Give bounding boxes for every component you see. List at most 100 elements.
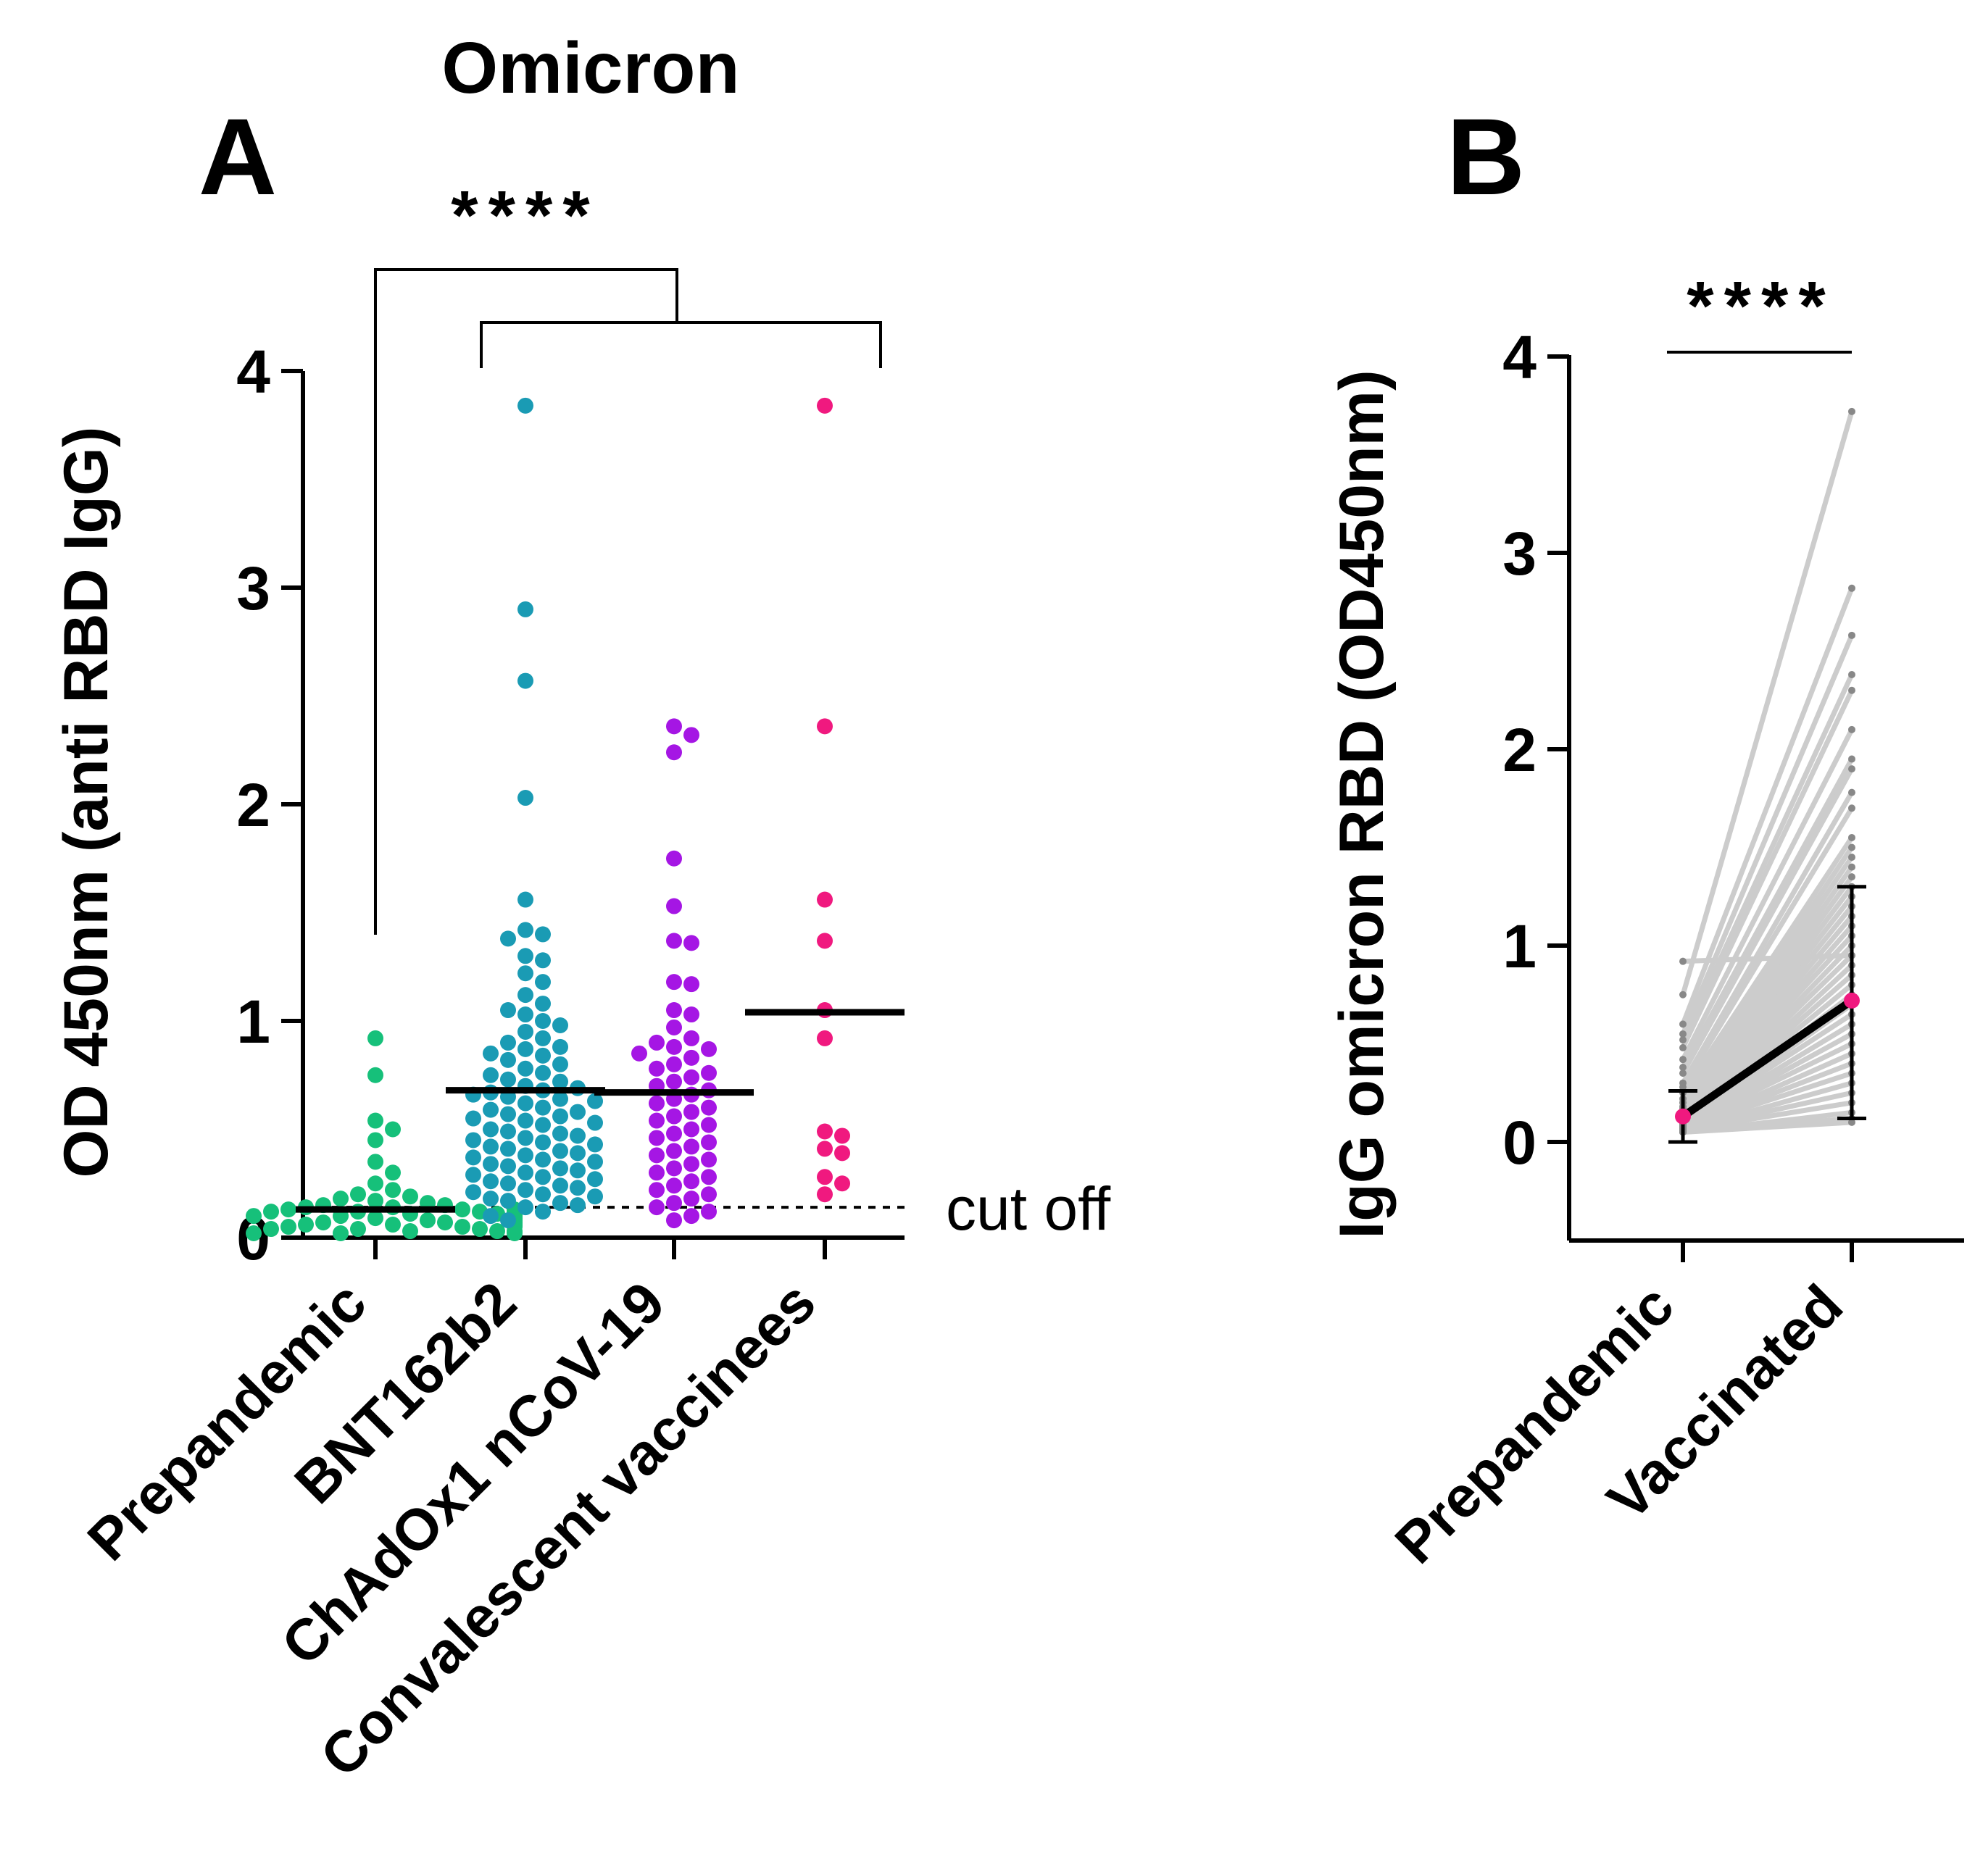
data-point (683, 976, 699, 993)
data-point (517, 922, 533, 938)
data-point (587, 1136, 603, 1153)
data-point (666, 898, 682, 914)
data-point (517, 1147, 533, 1164)
data-point (683, 935, 699, 951)
data-point (666, 1195, 682, 1212)
data-point (367, 1030, 383, 1046)
data-point (483, 1045, 499, 1062)
data-point (817, 933, 833, 949)
paired-point (1679, 1083, 1687, 1091)
figure-title: Omicron (441, 28, 739, 109)
data-point (500, 1002, 516, 1019)
data-point (552, 1017, 568, 1033)
data-point (517, 601, 533, 617)
panel-b-significance: **** (1687, 267, 1835, 345)
data-point (517, 790, 533, 806)
data-point (298, 1217, 314, 1233)
panel-b-ytick-label: 2 (1502, 716, 1537, 784)
data-point (683, 1121, 699, 1138)
data-point (817, 1123, 833, 1140)
data-point (350, 1186, 366, 1203)
paired-point (1848, 863, 1855, 871)
data-point (483, 1191, 499, 1207)
data-point (683, 1030, 699, 1046)
data-point (500, 1071, 516, 1088)
panel-b-ytick-label: 3 (1502, 520, 1537, 588)
data-point (570, 1145, 586, 1162)
data-point (552, 1038, 568, 1055)
paired-point (1679, 1036, 1687, 1044)
data-point (817, 1141, 833, 1157)
data-point (517, 948, 533, 964)
data-point (385, 1121, 401, 1138)
data-point (649, 1060, 665, 1077)
data-point (817, 1169, 833, 1185)
data-point (666, 1177, 682, 1194)
data-point (350, 1221, 366, 1238)
paired-point (1848, 407, 1855, 415)
paired-line (1680, 790, 1855, 1086)
data-point (535, 1134, 551, 1151)
mean-point (1675, 1108, 1691, 1125)
paired-point (1848, 788, 1855, 796)
panel-b-ylabel: IgG omicron RBD (OD450nm) (1327, 370, 1397, 1238)
data-point (666, 933, 682, 949)
data-point (500, 1106, 516, 1122)
paired-line (1680, 1041, 1855, 1129)
data-point (535, 1013, 551, 1029)
data-point (333, 1225, 349, 1242)
paired-point (1848, 725, 1855, 733)
data-point (683, 1104, 699, 1120)
data-point (483, 1173, 499, 1190)
paired-point (1848, 873, 1855, 881)
data-point (517, 987, 533, 1004)
paired-point (1848, 584, 1855, 592)
data-point (649, 1034, 665, 1051)
mean-line (1679, 996, 1856, 1121)
data-point (472, 1221, 488, 1238)
data-point (701, 1204, 717, 1220)
data-point (701, 1117, 717, 1133)
data-point (666, 1056, 682, 1072)
data-point (420, 1212, 436, 1229)
data-point (649, 1147, 665, 1164)
data-point (666, 1002, 682, 1019)
data-point (666, 974, 682, 991)
data-point (367, 1132, 383, 1148)
data-point (552, 1143, 568, 1159)
data-point (535, 1169, 551, 1185)
data-point (552, 1073, 568, 1090)
data-point (385, 1164, 401, 1181)
data-point (367, 1210, 383, 1227)
data-point (683, 1173, 699, 1190)
data-point (500, 930, 516, 947)
data-point (817, 397, 833, 414)
data-point (701, 1134, 717, 1151)
paired-point (1679, 1043, 1687, 1051)
paired-point (1848, 671, 1855, 679)
data-point (535, 1099, 551, 1116)
paired-point (1848, 765, 1855, 773)
data-point (552, 1056, 568, 1072)
data-point (500, 1051, 516, 1068)
data-point (701, 1186, 717, 1203)
data-point (683, 1069, 699, 1085)
data-point (666, 1073, 682, 1090)
panel-b-ytick-label: 1 (1502, 912, 1537, 980)
data-point (385, 1217, 401, 1233)
data-point (517, 891, 533, 908)
data-point (315, 1214, 331, 1231)
data-point (500, 1141, 516, 1157)
data-point (587, 1093, 603, 1109)
data-point (535, 926, 551, 943)
data-point (465, 1184, 481, 1201)
data-point (666, 1143, 682, 1159)
data-point (666, 1125, 682, 1142)
paired-line (1680, 1120, 1855, 1135)
data-point (666, 1019, 682, 1035)
data-point (517, 1023, 533, 1040)
data-point (683, 1156, 699, 1172)
data-point (483, 1208, 499, 1225)
data-point (263, 1221, 279, 1238)
